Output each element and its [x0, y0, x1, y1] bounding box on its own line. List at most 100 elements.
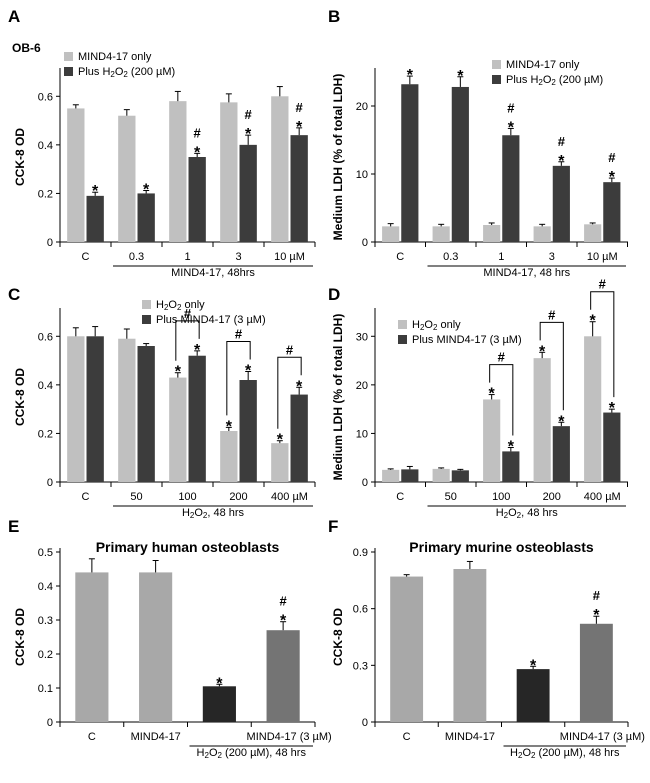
legend-label: MIND4-17 only — [78, 51, 152, 63]
significance-hash: # — [548, 307, 556, 322]
comparison-bracket — [226, 341, 251, 416]
panel-letter-d: D — [328, 285, 340, 304]
group-label: H2O2 (200 µM), 48 hrs — [510, 747, 620, 760]
significance-hash: # — [245, 107, 253, 122]
significance-star: * — [143, 182, 150, 199]
significance-star: * — [245, 363, 252, 380]
bar-light — [432, 468, 450, 482]
bar-dark — [137, 346, 155, 482]
significance-hash: # — [593, 588, 601, 603]
y-tick-label: 0 — [47, 717, 53, 729]
y-tick-label: 0.4 — [38, 581, 53, 593]
legend-swatch — [64, 52, 73, 61]
significance-hash: # — [608, 150, 616, 165]
group-label: H2O2, 48 hrs — [496, 507, 559, 520]
y-tick-label: 0.4 — [38, 380, 53, 392]
significance-star: * — [558, 153, 565, 170]
x-tick-label: C — [403, 731, 411, 743]
x-tick-label: 0.3 — [443, 251, 458, 263]
bar-dark — [502, 135, 520, 242]
panel-letter-c: C — [8, 285, 20, 304]
group-label: H2O2 (200 µM), 48 hrs — [197, 747, 307, 760]
y-tick-label: 0 — [362, 717, 368, 729]
x-tick-label: C — [396, 491, 404, 503]
significance-star: * — [609, 400, 616, 417]
legend-label: H2O2 only — [412, 319, 461, 332]
significance-hash: # — [599, 277, 607, 292]
significance-star: * — [457, 68, 464, 85]
significance-star: * — [508, 439, 515, 456]
significance-star: * — [539, 343, 546, 360]
significance-star: * — [296, 378, 303, 395]
x-tick-label: 10 µM — [274, 251, 305, 263]
y-tick-label: 0 — [362, 477, 368, 489]
y-axis-label: CCK-8 OD — [13, 368, 27, 426]
significance-hash: # — [286, 342, 294, 357]
panel-subtitle: OB-6 — [12, 41, 41, 55]
x-tick-label: 1 — [184, 251, 190, 263]
significance-hash: # — [235, 327, 243, 342]
legend-swatch — [64, 67, 73, 76]
significance-hash: # — [184, 306, 192, 321]
y-tick-label: 0 — [47, 477, 53, 489]
bar — [139, 572, 173, 722]
bar-light — [118, 115, 136, 242]
significance-hash: # — [296, 100, 304, 115]
bar-dark — [552, 426, 570, 482]
y-tick-label: 0.6 — [38, 331, 53, 343]
significance-star: * — [590, 313, 597, 330]
group-label: MIND4-17, 48 hrs — [483, 267, 570, 279]
significance-hash: # — [194, 125, 202, 140]
y-tick-label: 10 — [356, 428, 368, 440]
y-axis-label: CCK-8 OD — [13, 608, 27, 666]
bar-dark — [401, 469, 419, 482]
significance-star: * — [530, 657, 537, 674]
y-axis-label: CCK-8 OD — [13, 128, 27, 186]
bar-light — [584, 224, 602, 242]
y-tick-label: 0.2 — [38, 428, 53, 440]
legend-swatch — [398, 335, 407, 344]
chart-title: Primary human osteoblasts — [96, 539, 280, 555]
significance-star: * — [609, 169, 616, 186]
comparison-bracket — [539, 321, 564, 411]
x-tick-label: 1 — [498, 251, 504, 263]
comparison-bracket — [175, 320, 200, 361]
bar-dark — [239, 144, 257, 242]
y-tick-label: 0.1 — [38, 683, 53, 695]
bar — [516, 669, 550, 722]
legend-label: Plus H2O2 (200 µM) — [78, 66, 175, 79]
significance-star: * — [277, 432, 284, 449]
x-tick-label: 100 — [492, 491, 510, 503]
panel-letter-e: E — [8, 517, 19, 536]
significance-star: * — [407, 67, 414, 84]
bar-light — [584, 336, 602, 482]
panel-letter-f: F — [328, 517, 338, 536]
bar-light — [382, 469, 400, 482]
y-tick-label: 0.2 — [38, 649, 53, 661]
y-tick-label: 0 — [362, 237, 368, 249]
bar — [453, 569, 487, 722]
y-tick-label: 0.9 — [353, 547, 368, 559]
bar-light — [483, 225, 501, 242]
bar-dark — [86, 336, 104, 482]
comparison-bracket — [277, 356, 302, 429]
significance-star: * — [489, 386, 496, 403]
x-tick-label: 3 — [549, 251, 555, 263]
x-tick-label: 50 — [445, 491, 457, 503]
significance-star: * — [175, 364, 182, 381]
significance-star: * — [226, 418, 233, 435]
legend-label: Plus MIND4-17 (3 µM) — [412, 334, 522, 346]
x-tick-label: 50 — [130, 491, 142, 503]
x-tick-label: 400 µM — [584, 491, 621, 503]
bar-dark — [137, 193, 155, 242]
x-tick-label: C — [82, 251, 90, 263]
y-tick-label: 20 — [356, 380, 368, 392]
y-axis-label: CCK-8 OD — [331, 608, 345, 666]
bar-light — [220, 431, 238, 482]
x-tick-label: 3 — [235, 251, 241, 263]
x-tick-label: 200 — [543, 491, 561, 503]
y-tick-label: 0.2 — [38, 188, 53, 200]
bar-dark — [188, 157, 206, 242]
bar-dark — [603, 182, 621, 242]
